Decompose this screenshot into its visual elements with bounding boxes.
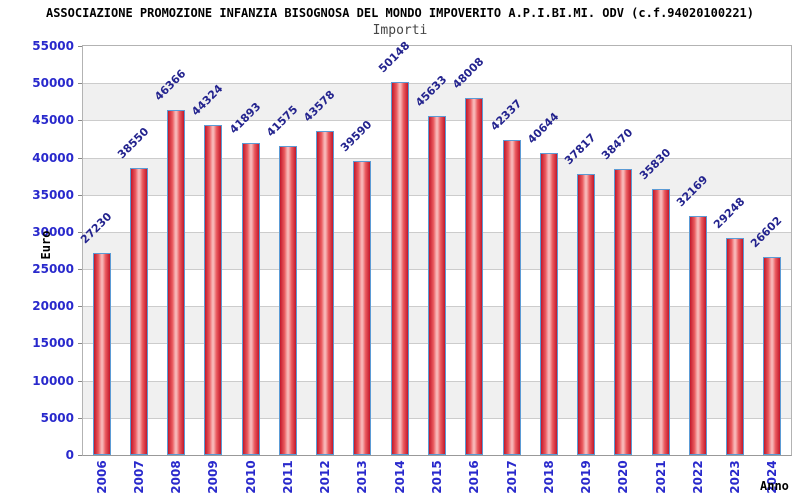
bar-2021 [652, 189, 670, 455]
y-tick-mark [78, 343, 82, 345]
gridline [83, 83, 791, 85]
x-tick-label: 2014 [393, 460, 407, 494]
x-tick-label: 2018 [542, 460, 556, 494]
x-tick-label: 2016 [467, 460, 481, 494]
y-tick-mark [78, 306, 82, 308]
bar-2010 [242, 143, 260, 455]
bar-2017 [503, 140, 521, 455]
plot-area: 27230 38550 46366 44324 41893 41575 43578 39590… [78, 39, 792, 456]
x-tick-label: 2012 [318, 460, 332, 494]
y-tick-mark [78, 120, 82, 122]
y-tick-label: 5000 [40, 410, 74, 425]
y-tick-label: 0 [65, 448, 74, 462]
x-tick-label: 2007 [132, 460, 146, 494]
y-tick-mark [78, 194, 82, 196]
bar-value-label: 29248 [711, 195, 748, 232]
y-tick-label: 45000 [32, 113, 74, 128]
bar-value-label: 38550 [115, 125, 152, 162]
x-tick-label: 2006 [95, 460, 109, 494]
y-tick-mark [78, 157, 82, 159]
bar-2007 [130, 168, 148, 455]
x-tick-label: 2022 [691, 460, 705, 494]
bar-2014 [391, 82, 409, 455]
x-tick-label: 2019 [579, 460, 593, 494]
y-tick-label: 20000 [32, 299, 74, 314]
y-tick-label: 40000 [32, 150, 74, 165]
y-tick-label: 30000 [32, 224, 74, 239]
y-tick-label: 50000 [32, 76, 74, 91]
y-tick-mark [78, 380, 82, 382]
x-tick-label: 2010 [244, 460, 258, 494]
y-tick-label: 35000 [32, 187, 74, 202]
bar-2018 [540, 153, 558, 455]
x-tick-label: 2009 [206, 460, 220, 494]
bar-2023 [726, 238, 744, 455]
bar-2024 [763, 257, 781, 455]
bar-value-label: 39590 [338, 118, 375, 155]
bar-2009 [204, 125, 222, 455]
x-tick-label: 2008 [169, 460, 183, 494]
y-tick-label: 25000 [32, 262, 74, 277]
x-tick-label: 2020 [616, 460, 630, 494]
y-tick-mark [78, 46, 82, 47]
y-axis-title: Euro [39, 230, 53, 260]
bar-2020 [614, 169, 632, 455]
x-tick-label: 2021 [654, 460, 668, 494]
chart-title: ASSOCIAZIONE PROMOZIONE INFANZIA BISOGNO… [45, 6, 754, 20]
bar-2019 [577, 174, 595, 455]
y-tick-mark [78, 417, 82, 419]
y-tick-label: 10000 [32, 373, 74, 388]
bar-2015 [428, 116, 446, 455]
bar-2012 [316, 131, 334, 455]
y-tick-label: 55000 [32, 39, 74, 53]
y-tick-mark [78, 231, 82, 233]
y-tick-mark [78, 455, 82, 456]
x-tick-label: 2015 [430, 460, 444, 494]
x-tick-label: 2013 [355, 460, 369, 494]
bar-2006 [93, 253, 111, 455]
y-tick-label: 15000 [32, 336, 74, 351]
bar-2022 [689, 216, 707, 455]
y-tick-mark [78, 83, 82, 85]
x-tick-label: 2017 [505, 460, 519, 494]
bar-value-label: 50148 [376, 39, 413, 76]
x-tick-label: 2011 [281, 460, 295, 494]
x-tick-label: 2023 [728, 460, 742, 494]
bar-2016 [465, 98, 483, 455]
bar-2008 [167, 110, 185, 455]
x-axis-title: Anno [760, 479, 789, 493]
y-tick-mark [78, 269, 82, 271]
bar-2013 [353, 161, 371, 455]
chart-subtitle: Importi [372, 23, 428, 38]
bar-2011 [279, 146, 297, 455]
grid-band [83, 83, 791, 121]
